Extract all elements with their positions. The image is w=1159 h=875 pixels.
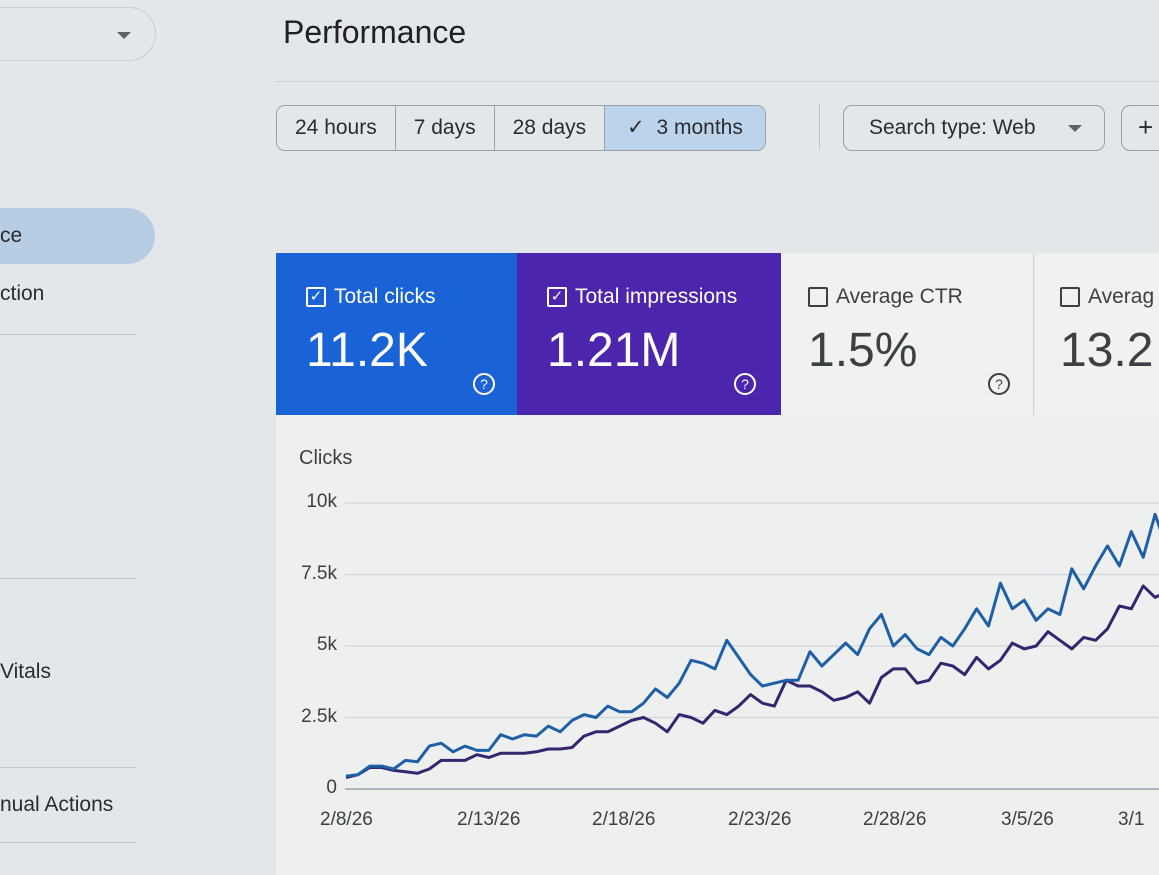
help-icon[interactable]: ? bbox=[473, 373, 495, 395]
help-icon[interactable]: ? bbox=[734, 373, 756, 395]
search-type-label: Search type: Web bbox=[869, 116, 1036, 139]
checkbox-icon[interactable] bbox=[1060, 287, 1080, 307]
sidebar-item-performance-label[interactable]: ce bbox=[0, 224, 23, 247]
date-range-selector: 24 hours 7 days 28 days ✓ 3 months bbox=[276, 105, 766, 151]
range-3-months-label: 3 months bbox=[656, 116, 743, 139]
page-title: Performance bbox=[283, 14, 467, 50]
metric-value: 11.2K bbox=[306, 324, 428, 377]
range-24-hours[interactable]: 24 hours bbox=[277, 106, 396, 150]
header-divider bbox=[275, 81, 1159, 82]
metric-value: 1.5% bbox=[808, 324, 918, 377]
x-tick-label: 2/23/26 bbox=[728, 809, 792, 830]
sidebar-item-url-inspection[interactable]: ction bbox=[0, 282, 45, 305]
metric-average-ctr[interactable]: Average CTR 1.5% ? bbox=[781, 253, 1034, 415]
checkbox-icon[interactable] bbox=[808, 287, 828, 307]
chevron-down-icon bbox=[117, 32, 131, 39]
metric-value: 13.2 bbox=[1060, 324, 1154, 377]
metric-average-position[interactable]: Averag 13.2 bbox=[1035, 253, 1159, 415]
x-tick-label: 2/8/26 bbox=[320, 809, 373, 830]
x-tick-label: 2/28/26 bbox=[863, 809, 927, 830]
metric-label: Averag bbox=[1088, 285, 1155, 308]
x-tick-label: 3/1 bbox=[1118, 809, 1145, 830]
impressions-series-line bbox=[345, 584, 1159, 780]
y-tick-label: 10k bbox=[306, 491, 337, 512]
check-icon: ✓ bbox=[627, 116, 645, 139]
chevron-down-icon bbox=[1068, 125, 1082, 132]
y-tick-label: 2.5k bbox=[301, 705, 337, 727]
range-7-days[interactable]: 7 days bbox=[396, 106, 495, 150]
sidebar-divider bbox=[0, 767, 136, 768]
y-tick-label: 5k bbox=[316, 634, 337, 655]
add-filter-button[interactable]: + bbox=[1121, 105, 1159, 151]
x-tick-label: 2/18/26 bbox=[592, 809, 656, 830]
clicks-series-line bbox=[345, 512, 1159, 778]
range-3-months[interactable]: ✓ 3 months bbox=[605, 106, 765, 150]
sidebar-item-core-web-vitals[interactable]: Vitals bbox=[0, 660, 51, 683]
range-28-days[interactable]: 28 days bbox=[495, 106, 606, 150]
search-type-dropdown[interactable]: Search type: Web bbox=[843, 105, 1105, 151]
x-tick-label: 2/13/26 bbox=[457, 809, 521, 830]
sidebar-divider bbox=[0, 334, 136, 335]
metric-total-impressions[interactable]: ✓ Total impressions 1.21M ? bbox=[517, 253, 781, 415]
y-tick-label: 7.5k bbox=[301, 562, 337, 584]
metric-total-clicks[interactable]: ✓ Total clicks 11.2K ? bbox=[276, 253, 517, 415]
sidebar-divider bbox=[0, 578, 136, 579]
metric-label: Total impressions bbox=[575, 285, 738, 308]
sidebar-item-performance[interactable] bbox=[0, 208, 155, 264]
sidebar-item-manual-actions[interactable]: nual Actions bbox=[0, 793, 114, 816]
y-tick-label: 0 bbox=[326, 777, 337, 798]
x-tick-label: 3/5/26 bbox=[1001, 809, 1054, 830]
checkbox-checked-icon[interactable]: ✓ bbox=[547, 287, 567, 307]
metric-value: 1.21M bbox=[547, 324, 681, 377]
metric-label: Total clicks bbox=[334, 285, 436, 308]
help-icon[interactable]: ? bbox=[988, 373, 1010, 395]
toolbar-divider bbox=[819, 104, 820, 150]
chart-y-axis-title: Clicks bbox=[299, 447, 353, 469]
sidebar-divider bbox=[0, 842, 136, 843]
checkbox-checked-icon[interactable]: ✓ bbox=[306, 287, 326, 307]
metric-label: Average CTR bbox=[836, 285, 963, 308]
property-selector[interactable] bbox=[0, 7, 156, 61]
